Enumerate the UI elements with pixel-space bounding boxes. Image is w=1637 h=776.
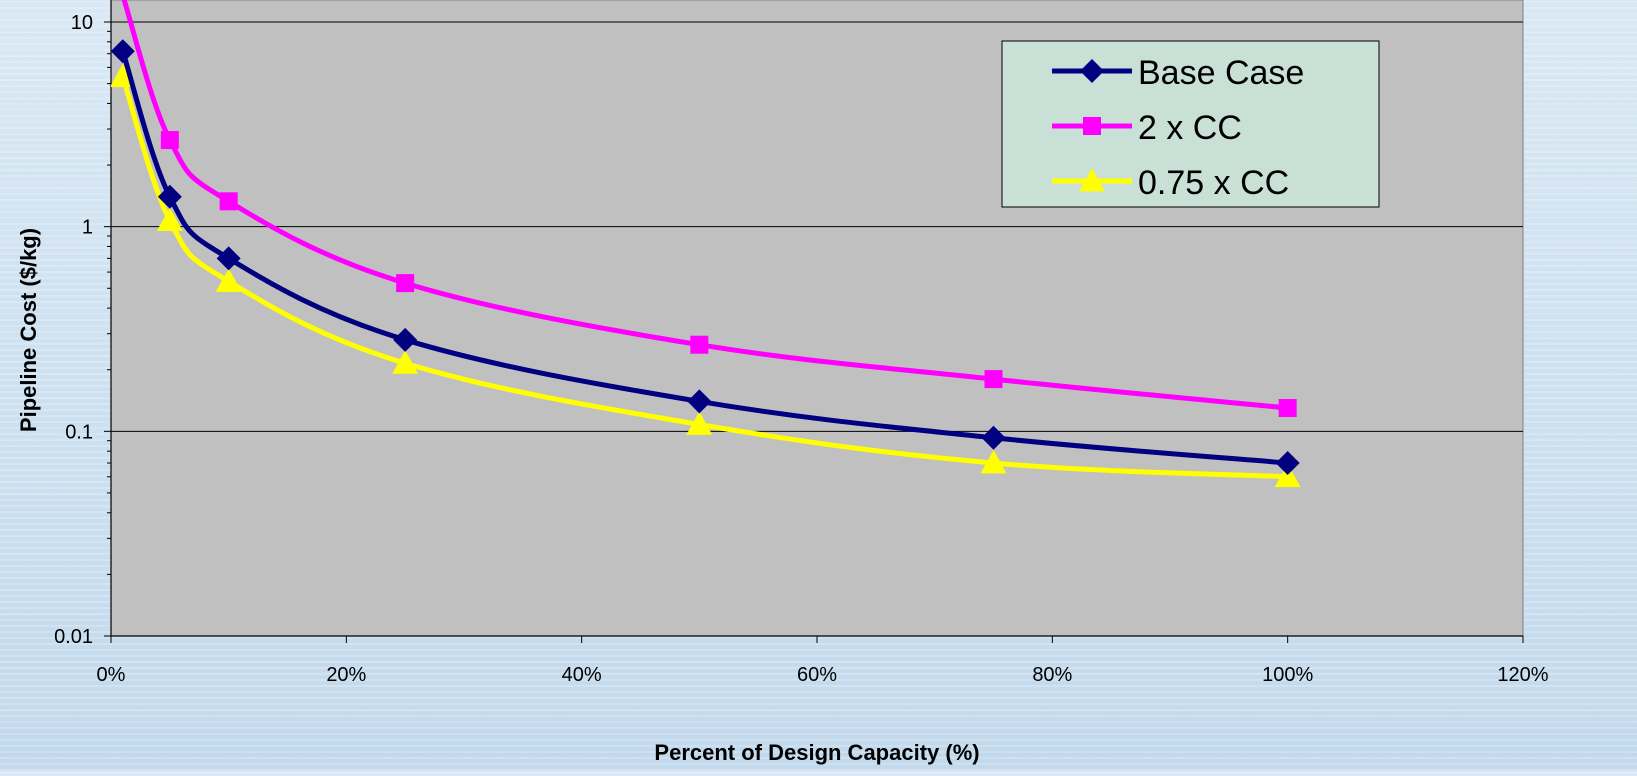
y-tick-label: 0.01: [54, 626, 93, 648]
series-line: [121, 0, 1288, 411]
x-tick-label: 0%: [97, 664, 126, 686]
legend-label: Base Case: [1138, 54, 1304, 92]
legend-label: 0.75 x CC: [1138, 164, 1289, 202]
data-point: [981, 425, 1006, 450]
data-point: [690, 335, 709, 354]
data-point: [393, 327, 418, 352]
data-point: [980, 450, 1007, 474]
x-tick-label: 60%: [797, 664, 837, 686]
legend-marker: [1079, 168, 1105, 192]
x-tick-label: 80%: [1032, 664, 1072, 686]
data-point: [215, 268, 242, 292]
data-point: [984, 370, 1003, 389]
y-tick-label: 0.1: [65, 421, 93, 443]
grid-lines: [111, 21, 1523, 432]
series-line: [120, 50, 1288, 466]
data-point: [1275, 451, 1300, 476]
series-line: [120, 75, 1288, 480]
data-point: [156, 207, 183, 232]
series-3: [111, 63, 1301, 488]
y-axis-label: Pipeline Cost ($/kg): [16, 228, 41, 432]
x-tick-label: 100%: [1262, 664, 1313, 686]
data-point: [687, 389, 712, 414]
data-point: [1274, 463, 1301, 488]
data-point: [160, 131, 179, 150]
y-tick-label: 1: [82, 217, 93, 239]
data-point: [396, 274, 415, 293]
series-layer: [111, 0, 1301, 488]
data-point: [219, 192, 238, 211]
data-point: [392, 350, 419, 374]
legend-marker: [1080, 59, 1104, 83]
x-axis-label: Percent of Design Capacity (%): [654, 740, 979, 765]
data-point: [157, 184, 182, 209]
x-tick-label: 40%: [562, 664, 602, 686]
series-1: [111, 39, 1300, 476]
data-point: [216, 246, 241, 271]
y-tick-label: 10: [71, 12, 93, 34]
x-tick-label: 20%: [326, 664, 366, 686]
series-2: [121, 0, 1297, 418]
x-tick-label: 120%: [1497, 664, 1548, 686]
data-point: [686, 411, 713, 435]
data-point: [111, 39, 135, 64]
legend-label: 2 x CC: [1138, 109, 1242, 147]
legend: Base Case 2 x CC 0.75 x CC: [1001, 40, 1380, 208]
data-point: [1278, 399, 1297, 418]
legend-marker: [1083, 117, 1101, 135]
